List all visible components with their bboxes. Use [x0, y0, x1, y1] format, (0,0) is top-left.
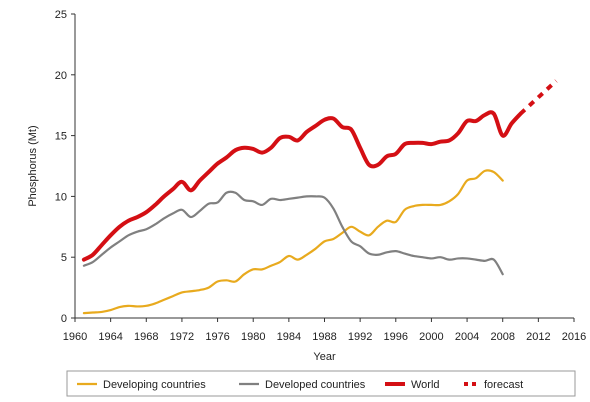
y-axis-title: Phosphorus (Mt)	[27, 125, 39, 206]
y-tick-label: 20	[55, 70, 67, 82]
legend-label-developed-countries: Developed countries	[265, 379, 366, 391]
x-tick-label: 1996	[384, 331, 408, 343]
x-tick-label: 2004	[455, 331, 479, 343]
x-tick-label: 1976	[205, 331, 229, 343]
legend: Developing countries Developed countries W…	[66, 370, 576, 397]
axes	[74, 14, 574, 319]
series-layer	[81, 79, 558, 315]
x-tick-label: 1964	[98, 331, 122, 343]
x-tick-label: 1988	[312, 331, 336, 343]
x-axis-title: Year	[313, 351, 336, 363]
y-tick-label: 0	[61, 313, 67, 325]
y-tick-label: 5	[61, 252, 67, 264]
x-tick-label: 1968	[134, 331, 158, 343]
series-line-world	[81, 110, 523, 262]
legend-label-world: World	[411, 379, 440, 391]
x-tick-label: 2000	[419, 331, 443, 343]
y-tick-label: 10	[55, 191, 67, 203]
x-tick-label: 2016	[562, 331, 586, 343]
x-tick-label: 1972	[170, 331, 194, 343]
y-tick-label: 15	[55, 131, 67, 143]
y-tick-label: 25	[55, 9, 67, 21]
x-tick-label: 1992	[348, 331, 372, 343]
series-line-developed-countries	[82, 190, 504, 276]
x-axis-ticks: 1960 1964 1968 1972 1976 1980 1984 1988 1992 1996…	[63, 318, 586, 343]
legend-label-forecast: forecast	[484, 379, 523, 391]
x-tick-label: 1960	[63, 331, 87, 343]
x-tick-label: 2008	[490, 331, 514, 343]
y-axis-ticks: 0 5 10 15 20 25	[55, 9, 75, 325]
x-tick-label: 1984	[277, 331, 301, 343]
legend-frame	[66, 370, 576, 397]
legend-label-developing-countries: Developing countries	[103, 379, 206, 391]
series-line-developing-countries	[82, 169, 504, 315]
x-tick-label: 1980	[241, 331, 265, 343]
x-tick-label: 2012	[526, 331, 550, 343]
series-line-forecast	[519, 79, 558, 116]
